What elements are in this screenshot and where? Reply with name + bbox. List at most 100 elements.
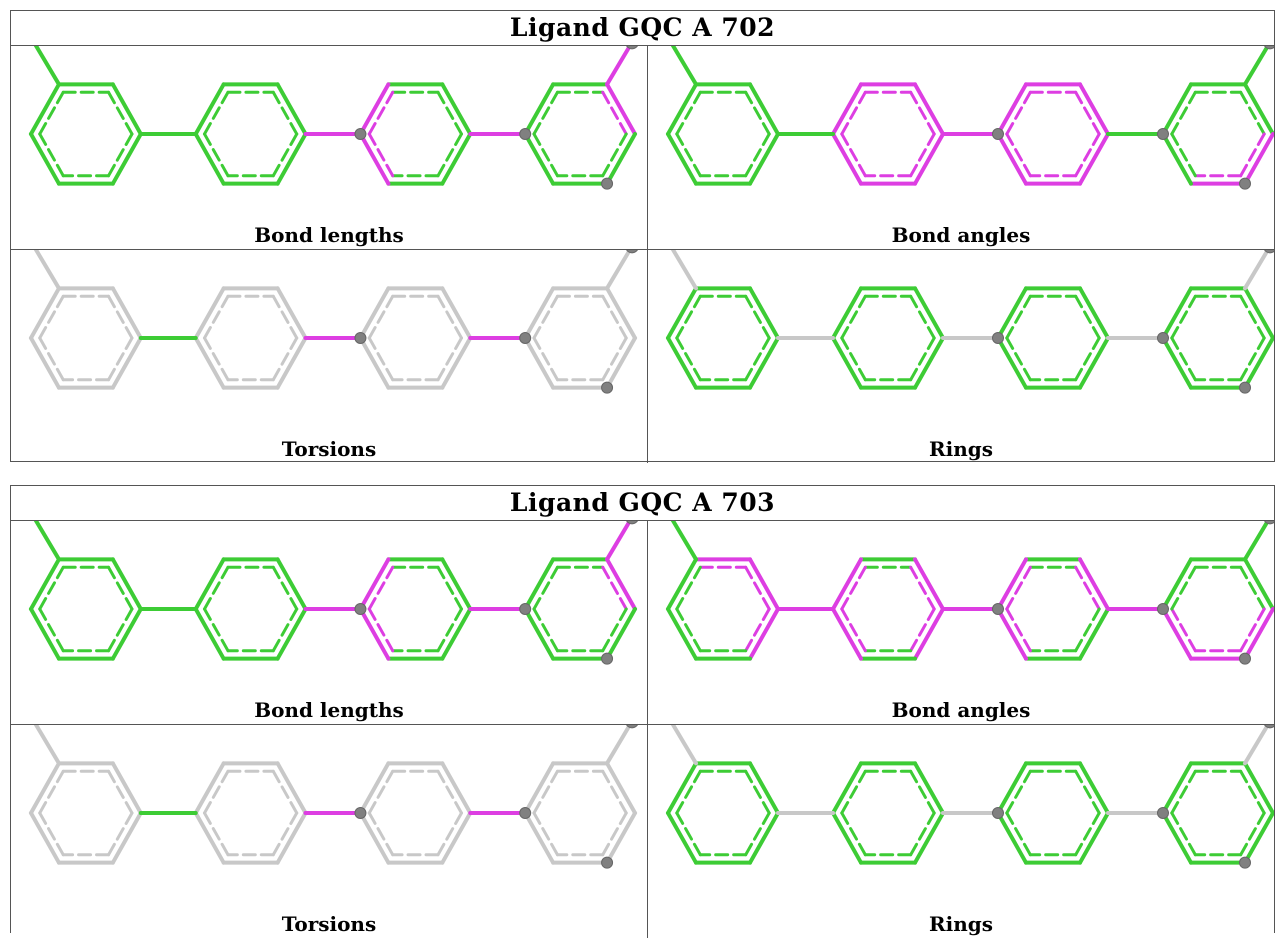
aromatic-dash [1170,336,1197,382]
ring-bond [996,557,1028,611]
panel-label: Bond lengths [254,698,404,722]
ring-bond [605,761,638,815]
ring-bond [275,557,308,611]
ring-bond [28,132,61,186]
aromatic-dash [202,565,230,611]
aromatic-dash [367,811,395,857]
aromatic-dash [1005,769,1032,815]
ring-bond [275,761,308,815]
aromatic-dash [532,607,559,653]
ring-bond [440,82,473,136]
aromatic-dash [38,811,65,857]
ring-bond [1161,761,1193,815]
aromatic-dash [436,607,463,653]
aromatic-dash [1074,336,1101,382]
aromatic-dash [1170,607,1197,653]
ring-bond [523,82,556,136]
molecule-diagram [666,521,1274,665]
aromatic-dash [367,132,395,178]
aromatic-dash [202,294,230,340]
panel-label: Rings [928,437,993,461]
ring-bond [193,811,226,865]
ring-bond [666,82,698,136]
aromatic-dash [1239,607,1266,653]
aromatic-dash [909,132,936,178]
atom-sphere [1157,603,1169,615]
molecule-diagram [666,46,1274,190]
substituent-bond [605,46,633,87]
methyl-bond [670,521,698,562]
aromatic-dash [909,811,936,857]
ring-bond [193,761,226,815]
aromatic-dash [840,769,867,815]
panel-label: Bond angles [891,223,1031,247]
substituent-bond [1243,521,1271,562]
aromatic-dash [675,336,702,382]
aromatic-dash [38,565,65,611]
atom-sphere [519,332,532,344]
ring-bond [358,132,391,186]
aromatic-dash [675,294,702,340]
atom-sphere [1239,381,1251,394]
atom-sphere [992,332,1004,344]
ring-bond [913,557,945,611]
aromatic-dash [601,811,628,857]
aromatic-dash [367,336,395,382]
atom-sphere [354,332,367,344]
ring-bond [523,132,556,186]
aromatic-dash [601,607,628,653]
aromatic-dash [1239,336,1266,382]
ring-bond [605,286,638,340]
aromatic-dash [909,90,936,136]
ring-bond [996,607,1028,661]
aromatic-dash [202,132,230,178]
aromatic-dash [38,607,65,653]
aromatic-dash [202,607,230,653]
ring-bond [1078,336,1110,390]
atom-sphere [1264,250,1274,254]
ring-bond [831,607,863,661]
aromatic-dash [367,294,395,340]
aromatic-dash [1005,132,1032,178]
substituent-bond [605,250,633,291]
ring-bond [666,132,698,186]
molecule-diagram [28,46,638,190]
ring-bond [1161,557,1193,611]
ring-bond [831,82,863,136]
ring-bond [996,811,1028,865]
ring-bond [748,286,780,340]
atom-sphere [519,603,532,615]
aromatic-dash [271,811,299,857]
aromatic-dash [532,811,559,857]
panel-label: Bond angles [891,698,1031,722]
aromatic-dash [1074,90,1101,136]
aromatic-dash [107,132,134,178]
aromatic-dash [840,811,867,857]
aromatic-dash [675,607,702,653]
aromatic-dash [202,336,230,382]
ring-bond [523,336,556,390]
aromatic-dash [38,90,65,136]
ring-bond [358,811,391,865]
aromatic-dash [909,336,936,382]
ring-bond [605,82,638,136]
aromatic-dash [1170,294,1197,340]
ring-bond [996,82,1028,136]
aromatic-dash [271,90,299,136]
aromatic-dash [532,769,559,815]
atom-sphere [1264,725,1274,729]
atom-sphere [1157,332,1169,344]
ring-bond [1243,811,1274,865]
ring-bond [913,811,945,865]
aromatic-dash [1239,565,1266,611]
ring-bond [275,811,308,865]
ring-bond [193,286,226,340]
ring-bond [666,607,698,661]
atom-sphere [992,128,1004,140]
aromatic-dash [532,565,559,611]
aromatic-dash [1170,811,1197,857]
aromatic-dash [271,336,299,382]
aromatic-dash [744,294,771,340]
aromatic-dash [744,132,771,178]
aromatic-dash [1170,769,1197,815]
